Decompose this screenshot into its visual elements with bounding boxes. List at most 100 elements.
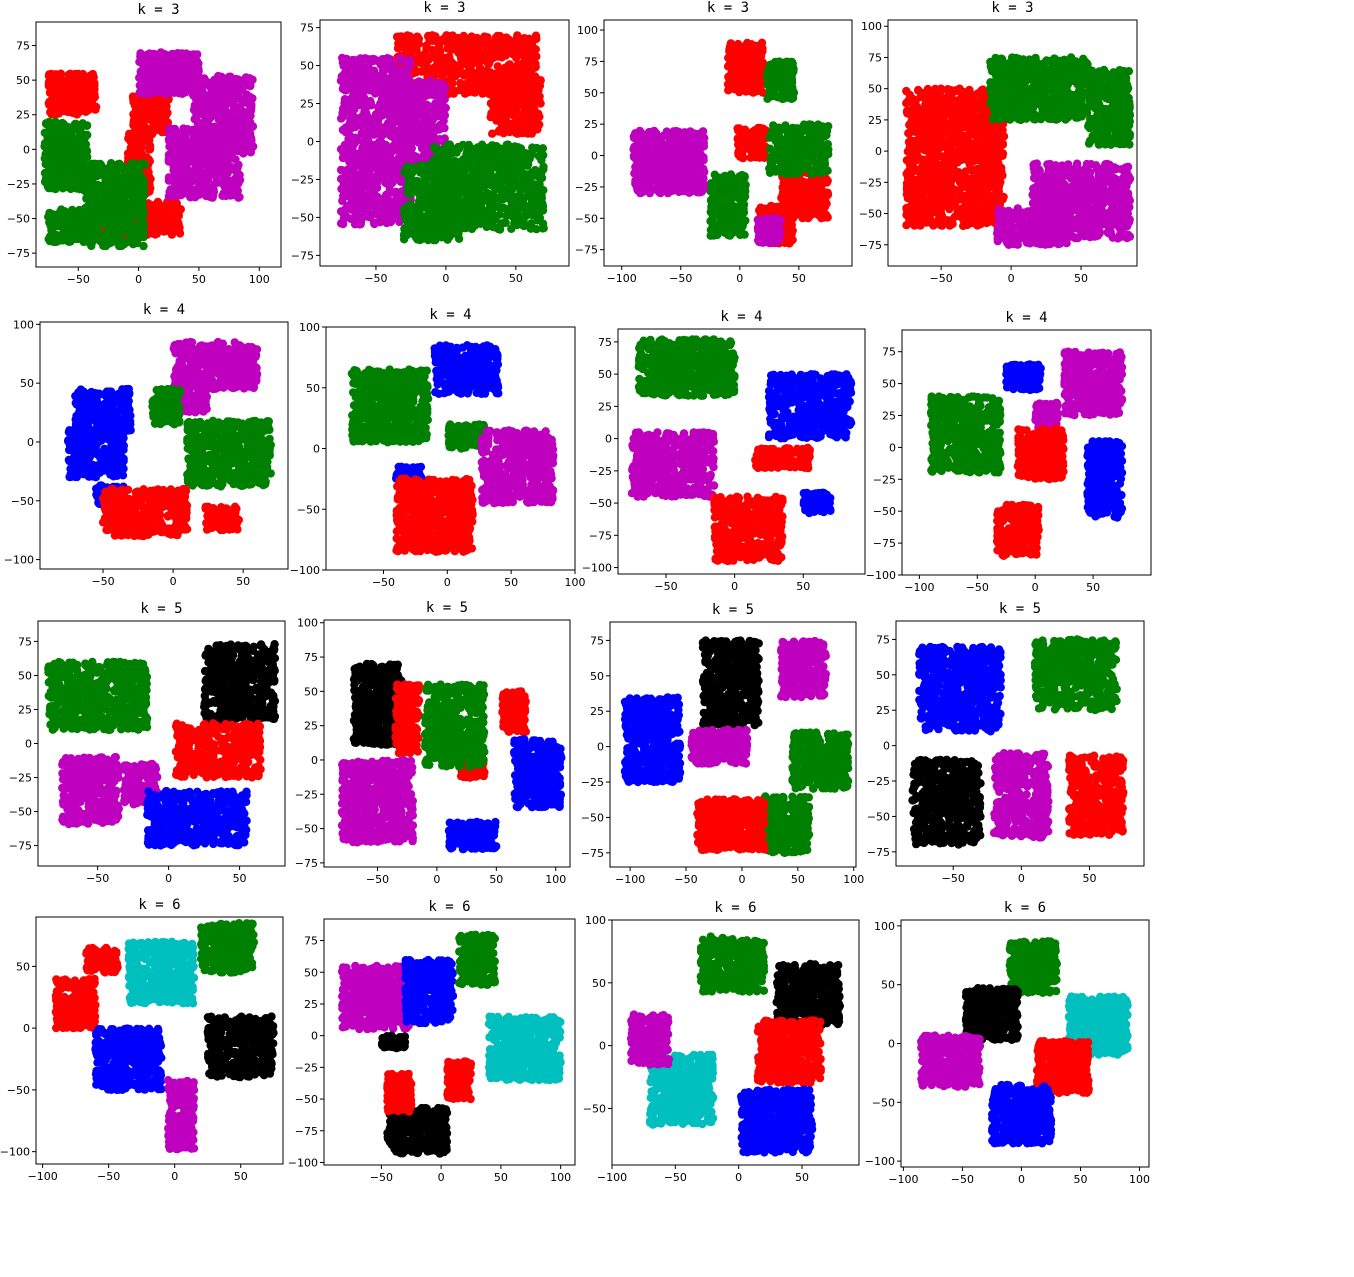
point-red — [467, 76, 476, 85]
point-magenta — [339, 82, 348, 91]
point-magenta — [336, 165, 346, 175]
point-magenta — [176, 63, 185, 72]
point-red — [462, 45, 471, 55]
point-red — [494, 127, 503, 136]
y-tick-label: −25 — [7, 178, 30, 191]
point-red — [475, 38, 484, 48]
point-magenta — [388, 124, 397, 133]
point-green — [108, 190, 118, 199]
point-red — [134, 115, 144, 124]
point-magenta — [190, 159, 199, 168]
point-green — [134, 181, 143, 190]
point-magenta — [197, 159, 206, 168]
point-red — [148, 123, 157, 133]
point-magenta — [170, 88, 179, 98]
point-magenta — [370, 55, 379, 64]
point-red — [441, 62, 451, 71]
point-magenta — [179, 77, 188, 87]
point-green — [75, 206, 84, 215]
point-magenta — [434, 110, 443, 119]
point-magenta — [401, 141, 410, 150]
point-red — [148, 227, 158, 236]
point-magenta — [340, 95, 350, 104]
point-red — [498, 97, 507, 107]
point-red — [128, 92, 138, 101]
point-magenta — [438, 95, 448, 104]
point-red — [440, 36, 449, 45]
point-green — [128, 190, 137, 199]
point-red — [429, 50, 438, 60]
point-red — [458, 69, 468, 79]
point-magenta — [367, 162, 376, 171]
point-green — [51, 184, 60, 194]
point-magenta — [136, 51, 145, 61]
point-magenta — [403, 93, 413, 103]
point-green — [47, 125, 56, 134]
point-magenta — [378, 99, 387, 109]
point-green — [41, 119, 51, 129]
point-red — [530, 63, 539, 73]
point-magenta — [411, 123, 421, 133]
point-red — [535, 92, 544, 101]
point-magenta — [346, 79, 355, 89]
point-magenta — [220, 102, 230, 112]
point-red — [55, 91, 65, 100]
point-magenta — [395, 53, 405, 63]
point-magenta — [357, 197, 367, 206]
point-green — [101, 230, 110, 239]
point-red — [88, 69, 98, 79]
point-red — [393, 44, 403, 53]
point-red — [175, 229, 185, 238]
y-tick-label: 25 — [16, 109, 30, 122]
point-green — [96, 199, 106, 208]
point-red — [434, 42, 444, 51]
point-magenta — [180, 143, 190, 152]
point-red — [492, 94, 501, 103]
point-magenta — [188, 177, 197, 186]
point-magenta — [227, 129, 237, 138]
point-magenta — [188, 85, 198, 94]
point-magenta — [145, 84, 154, 94]
point-red — [160, 114, 169, 124]
point-red — [166, 213, 175, 222]
point-magenta — [246, 146, 255, 156]
point-green — [101, 240, 111, 250]
point-green — [59, 218, 68, 228]
point-green — [67, 207, 76, 216]
point-magenta — [172, 174, 181, 184]
point-green — [61, 182, 71, 192]
point-green — [139, 219, 148, 228]
y-tick-label: 75 — [16, 40, 30, 53]
point-green — [45, 208, 54, 218]
point-magenta — [413, 86, 422, 96]
point-magenta — [346, 170, 355, 180]
point-magenta — [232, 114, 241, 124]
point-magenta — [232, 176, 241, 185]
point-red — [493, 52, 502, 61]
point-red — [49, 71, 58, 81]
point-magenta — [191, 113, 201, 123]
point-magenta — [226, 191, 235, 200]
point-green — [53, 169, 62, 178]
point-red — [518, 72, 527, 82]
x-tick-label: 0 — [135, 273, 142, 286]
point-magenta — [408, 103, 418, 112]
point-green — [111, 224, 121, 234]
point-green — [136, 209, 146, 219]
point-green — [139, 228, 148, 237]
point-magenta — [218, 79, 227, 89]
point-magenta — [181, 130, 190, 140]
point-red — [67, 71, 76, 80]
point-magenta — [238, 97, 247, 107]
point-magenta — [136, 87, 145, 97]
point-magenta — [349, 115, 358, 125]
point-green — [64, 237, 74, 246]
point-red — [519, 51, 529, 61]
point-magenta — [428, 122, 437, 131]
point-red — [80, 97, 89, 107]
point-red — [488, 129, 497, 138]
point-magenta — [157, 50, 166, 60]
point-red — [64, 96, 74, 106]
point-green — [52, 237, 62, 246]
point-magenta — [340, 140, 350, 150]
